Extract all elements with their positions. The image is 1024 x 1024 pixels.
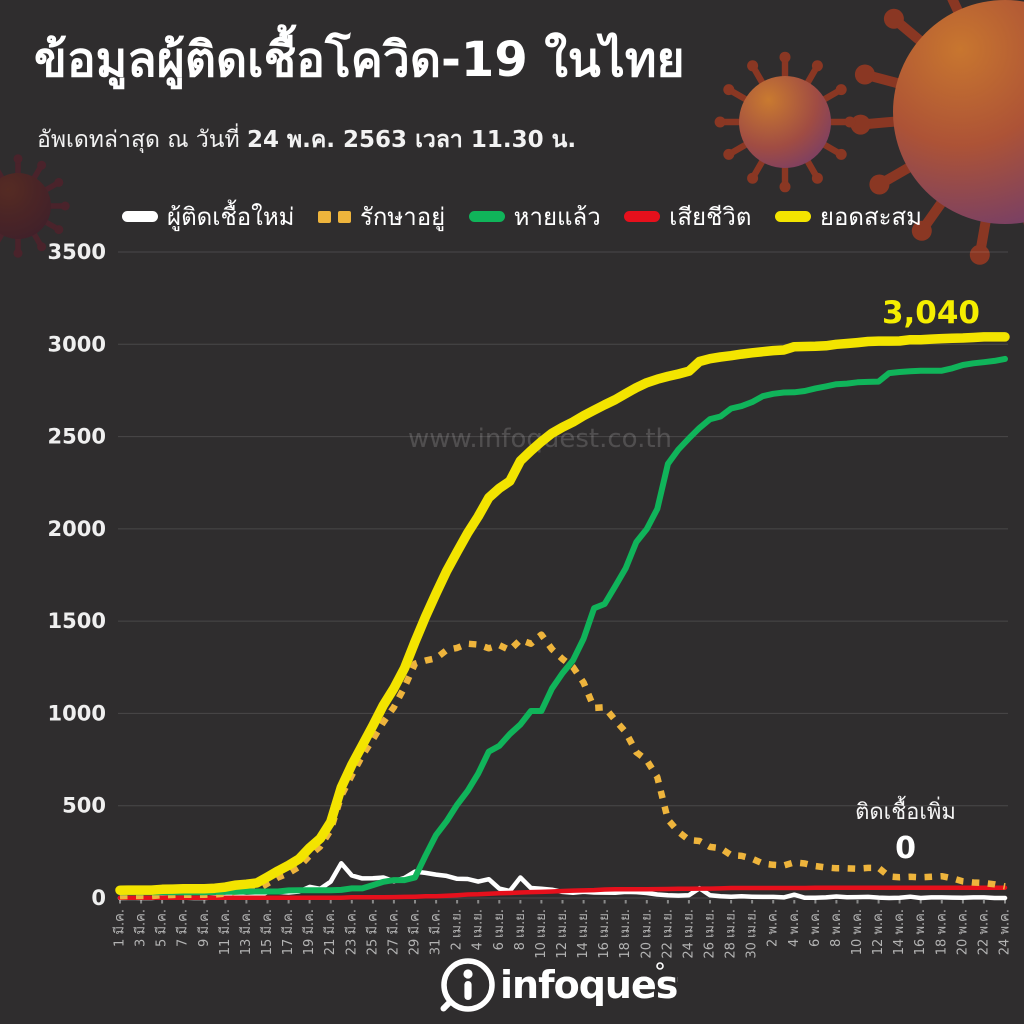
y-axis-tick-label: 2000 (48, 517, 106, 541)
legend-item-new-cases: ผู้ติดเชื้อใหม่ (122, 197, 295, 236)
y-axis-tick-label: 500 (62, 794, 106, 818)
x-axis-tick-label: 16 เม.ย. (597, 909, 612, 959)
y-axis-tick-label: 3500 (48, 240, 106, 264)
series-line-cumulative (115, 332, 1010, 895)
legend-swatch-active-cases-icon (317, 210, 351, 223)
gridlines (118, 251, 1008, 899)
x-axis-tick-label: 30 เม.ย. (745, 909, 760, 959)
y-axis-tick-label: 1000 (48, 701, 106, 725)
x-axis-tick-label: 2 เม.ย. (450, 909, 465, 950)
x-axis-tick-label: 12 พ.ค. (871, 909, 886, 955)
x-axis: 1 มี.ค. 3 มี.ค. 5 มี.ค. 7 มี.ค. 9 มี.ค. 11 มี… (112, 900, 1013, 959)
x-axis-tick-label: 26 เม.ย. (703, 909, 718, 959)
infoquest-logo: infoquest (440, 958, 678, 1012)
legend-label-cumulative: ยอดสะสม (819, 203, 922, 231)
x-axis-tick-label: 24 เม.ย. (681, 909, 696, 959)
legend-label-deaths: เสียชีวิต (669, 203, 752, 231)
x-axis-tick-label: 20 เม.ย. (639, 909, 654, 959)
x-axis-tick-label: 4 พ.ค. (787, 909, 802, 947)
registered-mark-icon (656, 962, 664, 970)
series-line-active (119, 631, 1006, 900)
x-axis-tick-label: 21 มี.ค. (322, 909, 338, 955)
x-axis-tick-label: 8 เม.ย. (513, 909, 528, 950)
legend-swatch-deaths-icon (624, 211, 661, 222)
new-cases-annotation: ติดเชื้อเพิ่ม 0 (828, 794, 983, 866)
legend-label-recovered: หายแล้ว (513, 203, 601, 231)
x-axis-tick-label: 17 มี.ค. (280, 909, 296, 955)
x-axis-tick-label: 23 มี.ค. (343, 909, 359, 955)
x-axis-tick-label: 16 พ.ค. (913, 909, 928, 955)
x-axis-tick-label: 6 พ.ค. (808, 909, 823, 947)
series-line-recovered (117, 355, 1008, 896)
series-line-deaths (117, 885, 1008, 901)
last-updated-date: 24 พ.ค. 2563 เวลา 11.30 น. (247, 127, 577, 153)
infoquest-logo-icon (440, 958, 495, 1012)
legend-item-active-cases: รักษาอยู่ (317, 197, 446, 236)
x-axis-tick-label: 12 เม.ย. (555, 909, 570, 959)
x-axis-tick-label: 2 พ.ค. (766, 909, 781, 947)
legend-item-recovered: หายแล้ว (468, 197, 601, 236)
x-axis-tick-label: 18 เม.ย. (618, 909, 633, 959)
x-axis-tick-label: 14 พ.ค. (892, 909, 907, 955)
x-axis-tick-label: 19 มี.ค. (301, 909, 317, 955)
y-axis-tick-label: 3000 (48, 332, 106, 356)
x-axis-tick-label: 29 มี.ค. (407, 909, 423, 955)
x-axis-tick-label: 18 พ.ค. (934, 909, 949, 955)
x-axis-tick-label: 6 เม.ย. (492, 909, 507, 950)
x-axis-tick-label: 13 มี.ค. (238, 909, 254, 955)
x-axis-tick-label: 25 มี.ค. (364, 909, 380, 955)
legend-swatch-recovered-icon (468, 211, 505, 222)
last-updated-prefix: อัพเดทล่าสุด ณ วันที่ (37, 127, 247, 153)
new-cases-annotation-value: 0 (895, 831, 916, 866)
x-axis-tick-label: 10 เม.ย. (534, 909, 549, 959)
x-axis-tick-label: 5 มี.ค. (154, 909, 170, 947)
x-axis-tick-label: 22 พ.ค. (976, 909, 991, 955)
x-axis-tick-label: 22 เม.ย. (660, 909, 675, 959)
x-axis-tick-label: 20 พ.ค. (955, 909, 970, 955)
y-axis-tick-label: 2500 (48, 425, 106, 449)
legend-item-deaths: เสียชีวิต (624, 197, 751, 236)
y-axis-tick-label: 0 (91, 886, 106, 910)
x-axis-tick-label: 28 เม.ย. (724, 909, 739, 959)
x-axis-tick-label: 10 พ.ค. (850, 909, 865, 955)
x-axis-tick-label: 15 มี.ค. (259, 909, 275, 955)
y-axis-tick-label: 1500 (48, 609, 106, 633)
x-axis-tick-label: 24 พ.ค. (998, 909, 1013, 955)
infoquest-logo-text: infoquest (500, 963, 678, 1007)
legend-swatch-new-cases-icon (122, 211, 158, 222)
legend-item-cumulative: ยอดสะสม (774, 197, 922, 236)
cumulative-total-annotation: 3,040 (881, 295, 980, 331)
last-updated-text: อัพเดทล่าสุด ณ วันที่ 24 พ.ค. 2563 เวลา … (37, 122, 576, 158)
x-axis-tick-label: 1 มี.ค. (112, 909, 128, 947)
page-title: ข้อมูลผู้ติดเชื้อโควิด-19 ในไทย (34, 32, 685, 88)
x-axis-tick-label: 14 เม.ย. (576, 909, 591, 959)
legend-swatch-cumulative-icon (774, 211, 811, 222)
x-axis-tick-label: 27 มี.ค. (385, 909, 401, 955)
x-axis-tick-label: 7 มี.ค. (175, 909, 191, 947)
x-axis-tick-label: 8 พ.ค. (829, 909, 844, 947)
x-axis-tick-label: 3 มี.ค. (133, 909, 149, 947)
x-axis-tick-label: 4 เม.ย. (471, 909, 486, 950)
chart-legend: ผู้ติดเชื้อใหม่ รักษาอยู่ หายแล้ว เสียชี… (122, 197, 922, 236)
legend-label-active-cases: รักษาอยู่ (359, 203, 446, 231)
x-axis-tick-label: 31 มี.ค. (428, 909, 444, 955)
x-axis-tick-label: 11 มี.ค. (217, 909, 233, 955)
x-axis-tick-label: 9 มี.ค. (196, 909, 212, 947)
legend-label-new-cases: ผู้ติดเชื้อใหม่ (167, 203, 295, 231)
y-axis: 0 500 1000 1500 2000 2500 3000 3500 (48, 240, 106, 910)
new-cases-annotation-label: ติดเชื้อเพิ่ม (855, 800, 956, 825)
